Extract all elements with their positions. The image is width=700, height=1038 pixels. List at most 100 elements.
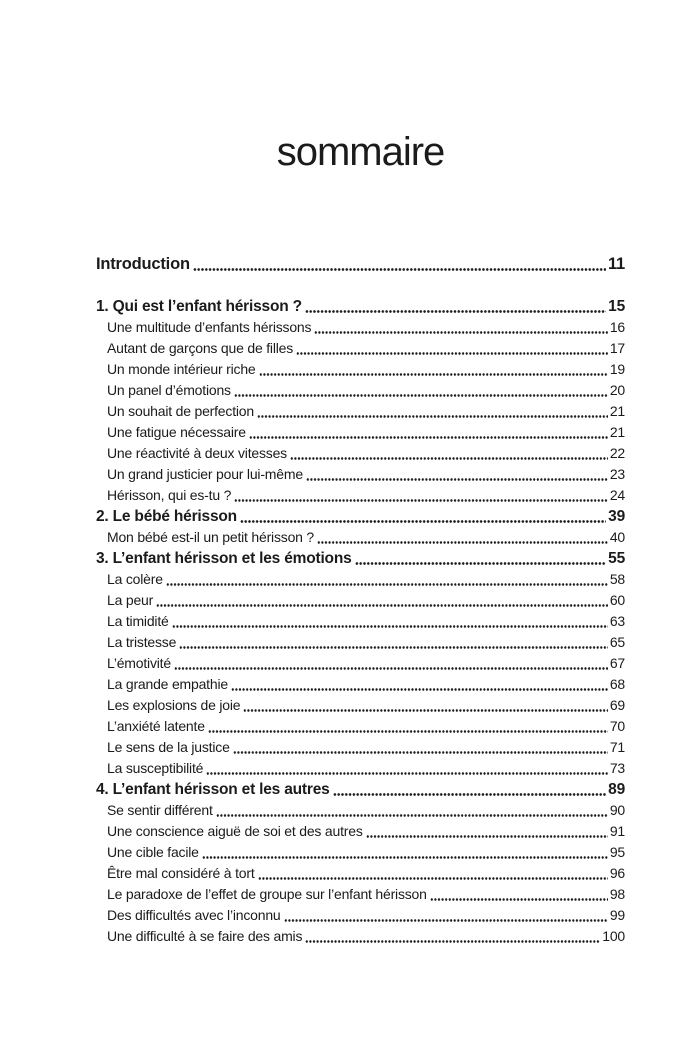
toc-entry-label: Une réactivité à deux vitesses <box>107 445 287 461</box>
dot-leader <box>230 674 608 695</box>
dot-leader <box>354 548 607 569</box>
dot-leader <box>256 401 608 422</box>
toc-entry-label: Une conscience aiguë de soi et des autre… <box>107 823 363 839</box>
toc-entry-page-number: 11 <box>607 255 625 273</box>
toc-entry: La peur 60 <box>96 590 625 611</box>
toc-entry: Introduction 11 <box>96 254 625 275</box>
toc-entry-label: Se sentir différent <box>107 802 213 818</box>
toc-entry-page-number: 68 <box>609 676 625 692</box>
toc-entry-page-number: 67 <box>609 655 625 671</box>
toc-entry: La colère 58 <box>96 569 625 590</box>
toc-entry: Se sentir différent 90 <box>96 800 625 821</box>
toc-entry: Une cible facile 95 <box>96 842 625 863</box>
toc-entry: Une réactivité à deux vitesses 22 <box>96 443 625 464</box>
toc-entry: La tristesse 65 <box>96 632 625 653</box>
toc-entry-label: Un souhait de perfection <box>107 403 254 419</box>
toc-entry-label: La susceptibilité <box>107 760 204 776</box>
toc-entry-label: Un monde intérieur riche <box>107 361 256 377</box>
toc-entry-page-number: 73 <box>609 760 625 776</box>
toc-entry-label: La colère <box>107 571 163 587</box>
toc-entry-page-number: 23 <box>609 466 625 482</box>
page-title: sommaire <box>276 130 446 174</box>
toc-entry-label: L’anxiété latente <box>107 718 205 734</box>
toc-entry: Le paradoxe de l’effet de groupe sur l’e… <box>96 884 625 905</box>
toc-entry-page-number: 17 <box>609 340 625 356</box>
dot-leader <box>257 863 608 884</box>
toc-entry-page-number: 90 <box>609 802 625 818</box>
toc-entry-label: La timidité <box>107 613 169 629</box>
toc-entry: La grande empathie 68 <box>96 674 625 695</box>
dot-leader <box>156 590 608 611</box>
toc-entry: 4. L’enfant hérisson et les autres 89 <box>96 779 625 800</box>
toc-entry-page-number: 55 <box>608 550 625 567</box>
toc-entry: Un souhait de perfection 21 <box>96 401 625 422</box>
dot-leader <box>365 821 608 842</box>
dot-leader <box>317 527 608 548</box>
toc-entry-page-number: 71 <box>609 739 625 755</box>
toc-entry-page-number: 99 <box>609 907 625 923</box>
toc-entry-page-number: 22 <box>609 445 625 461</box>
dot-leader <box>304 296 607 317</box>
toc-entry-label: Une multitude d’enfants hérissons <box>107 319 312 335</box>
toc-entry: Une difficulté à se faire des amis 100 <box>96 926 625 947</box>
toc-entry-page-number: 65 <box>609 634 625 650</box>
toc-entry-label: Autant de garçons que de filles <box>107 340 294 356</box>
dot-leader <box>305 926 601 947</box>
dot-leader <box>332 779 607 800</box>
toc-list: Introduction 11 1. Qui est l’enfant héri… <box>96 254 625 947</box>
toc-entry-page-number: 89 <box>608 781 625 798</box>
toc-entry-label: La grande empathie <box>107 676 228 692</box>
toc-entry-label: 1. Qui est l’enfant hérisson ? <box>96 298 302 315</box>
toc-entry-label: 3. L’enfant hérisson et les émotions <box>96 550 352 567</box>
toc-entry-page-number: 58 <box>609 571 625 587</box>
toc-entry-label: Être mal considéré à tort <box>107 865 255 881</box>
toc-entry-label: 4. L’enfant hérisson et les autres <box>96 781 330 798</box>
toc-entry-page-number: 100 <box>602 928 625 944</box>
toc-entry-page-number: 96 <box>609 865 625 881</box>
toc-entry-label: Une cible facile <box>107 844 199 860</box>
toc-entry: 3. L’enfant hérisson et les émotions 55 <box>96 548 625 569</box>
toc-entry: Un panel d’émotions 20 <box>96 380 625 401</box>
toc-entry-page-number: 15 <box>608 298 625 315</box>
dot-leader <box>207 716 608 737</box>
dot-leader <box>206 758 608 779</box>
toc-entry-page-number: 20 <box>609 382 625 398</box>
toc-entry: Être mal considéré à tort 96 <box>96 863 625 884</box>
toc-entry: Une conscience aiguë de soi et des autre… <box>96 821 625 842</box>
toc-entry: Des difficultés avec l’inconnu 99 <box>96 905 625 926</box>
toc-entry: L’anxiété latente 70 <box>96 716 625 737</box>
dot-leader <box>215 800 608 821</box>
toc-entry-label: Hérisson, qui es-tu ? <box>107 487 232 503</box>
toc-entry-label: Une difficulté à se faire des amis <box>107 928 303 944</box>
dot-leader <box>232 737 608 758</box>
dot-leader <box>258 359 608 380</box>
dot-leader <box>283 905 608 926</box>
dot-leader <box>165 569 608 590</box>
toc-entry-page-number: 19 <box>609 361 625 377</box>
toc-entry-label: Une fatigue nécessaire <box>107 424 246 440</box>
toc-entry-page-number: 60 <box>609 592 625 608</box>
dot-leader <box>296 338 608 359</box>
dot-leader <box>201 842 608 863</box>
dot-leader <box>248 422 608 443</box>
toc-entry-page-number: 91 <box>609 823 625 839</box>
dot-leader <box>192 254 606 275</box>
toc-entry-label: Mon bébé est-il un petit hérisson ? <box>107 529 315 545</box>
toc-entry-label: Des difficultés avec l’inconnu <box>107 907 281 923</box>
toc-entry-page-number: 98 <box>609 886 625 902</box>
toc-entry-page-number: 95 <box>609 844 625 860</box>
dot-leader <box>429 884 608 905</box>
toc-entry-page-number: 16 <box>609 319 625 335</box>
toc-entry-label: Le sens de la justice <box>107 739 230 755</box>
toc-entry-label: Un panel d’émotions <box>107 382 231 398</box>
toc-entry-page-number: 40 <box>609 529 625 545</box>
toc-entry-page-number: 21 <box>609 403 625 419</box>
toc-entry: 1. Qui est l’enfant hérisson ? 15 <box>96 296 625 317</box>
toc-entry-label: La peur <box>107 592 154 608</box>
dot-leader <box>305 464 608 485</box>
toc-entry-page-number: 63 <box>609 613 625 629</box>
toc-entry-page-number: 70 <box>609 718 625 734</box>
dot-leader <box>314 317 608 338</box>
toc-entry-label: Introduction <box>96 255 190 273</box>
